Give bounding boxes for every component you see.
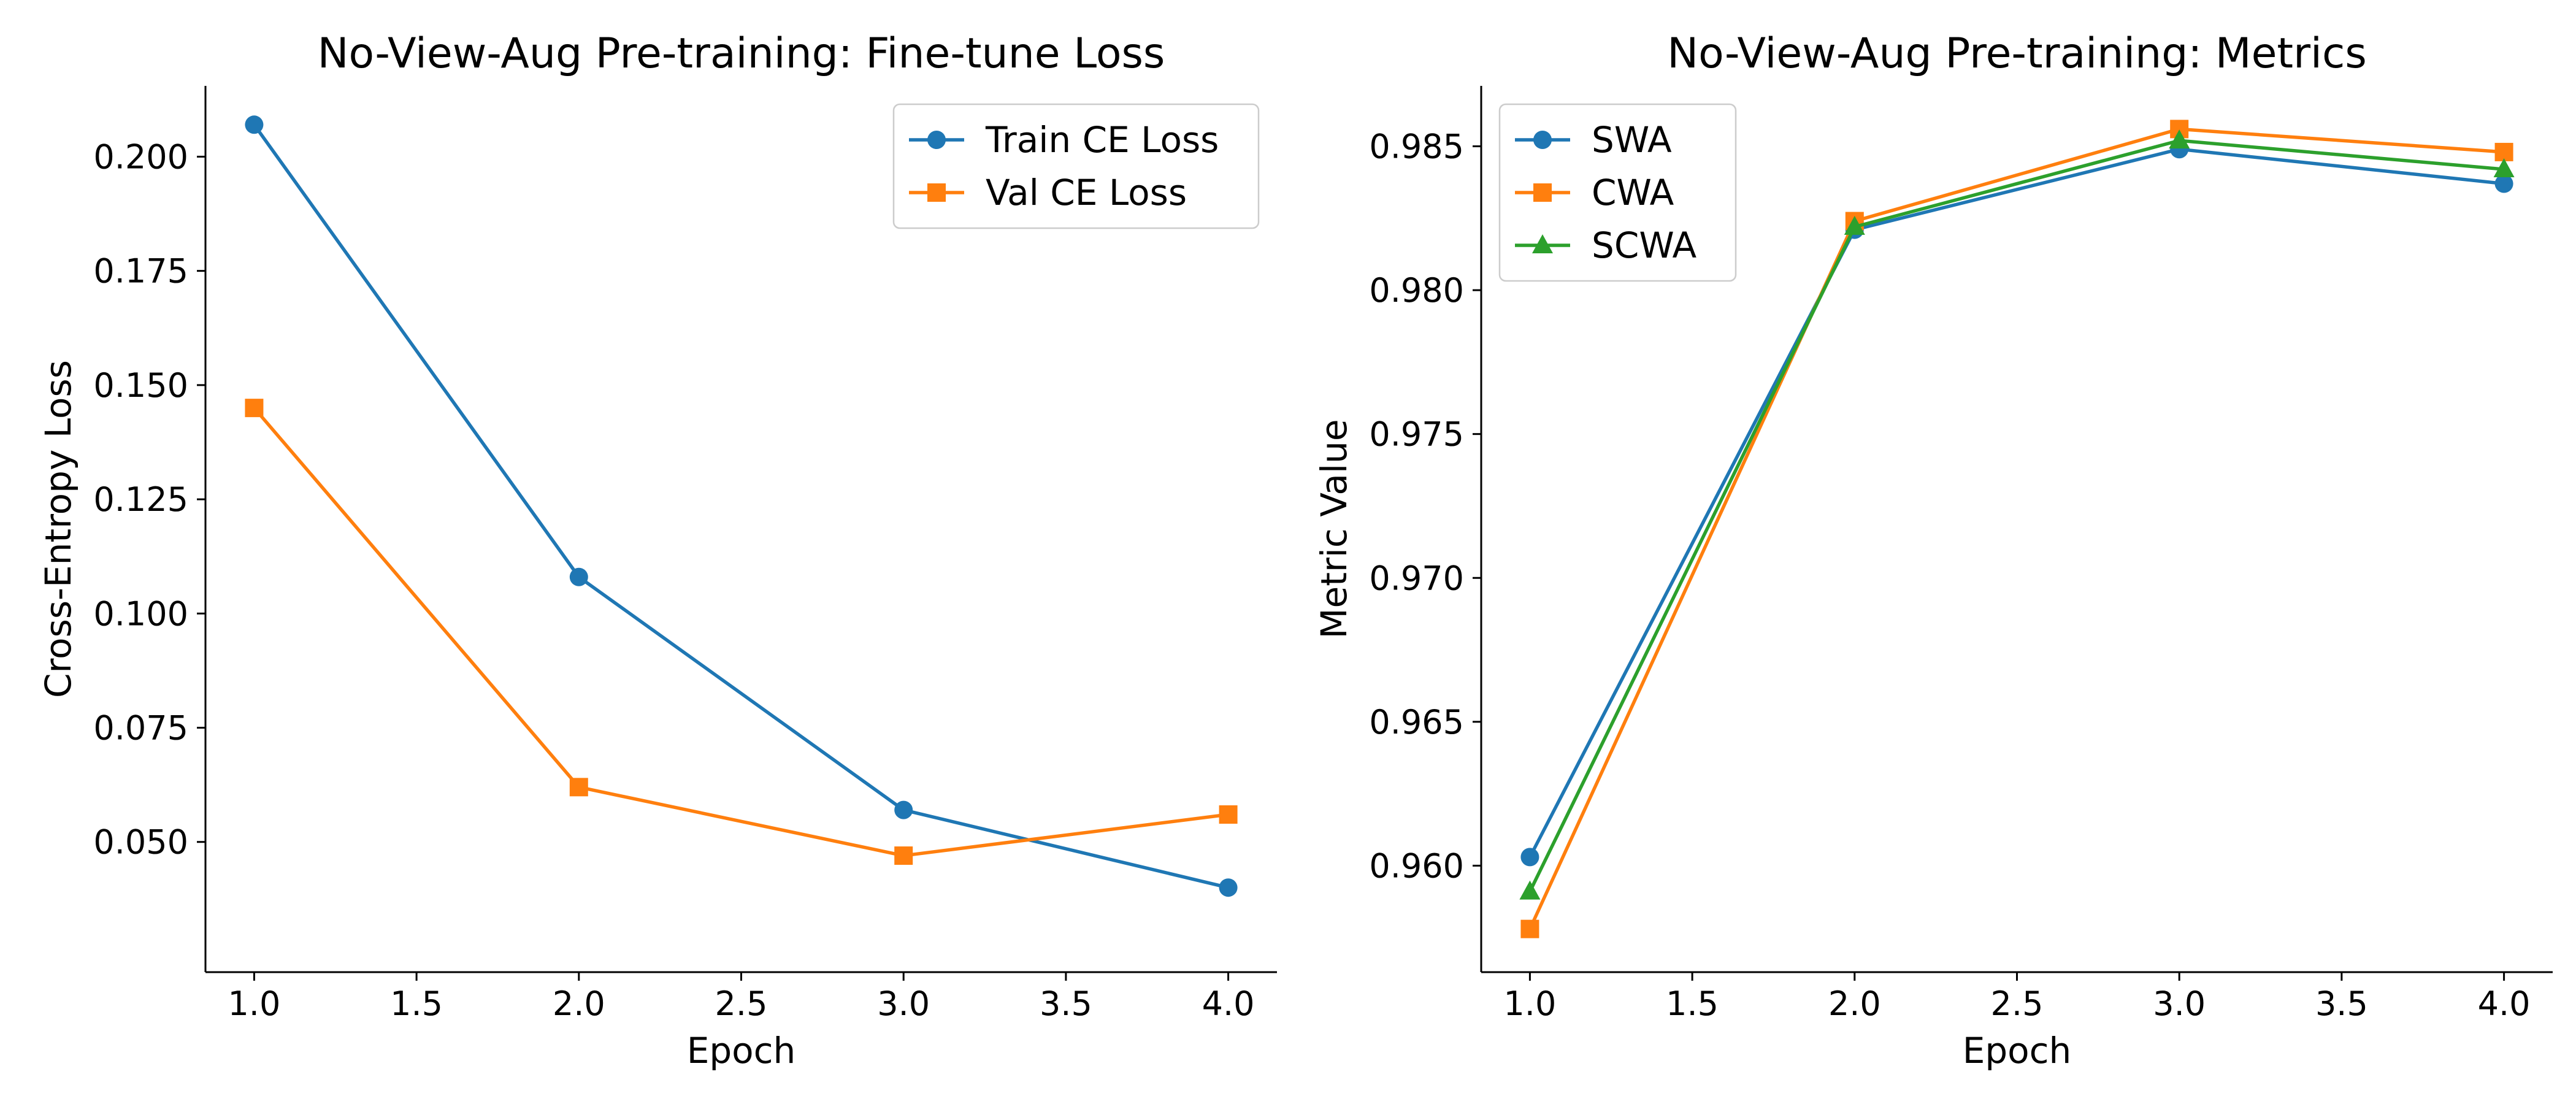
data-point <box>245 115 264 134</box>
legend-marker <box>1533 131 1552 149</box>
x-tick-label: 2.5 <box>1991 984 2044 1023</box>
data-point <box>1844 215 1865 235</box>
y-axis-label: Cross-Entropy Loss <box>37 360 79 698</box>
chart-title: No-View-Aug Pre-training: Metrics <box>1667 29 2367 78</box>
x-tick-label: 2.5 <box>715 984 768 1023</box>
data-point <box>2494 142 2513 161</box>
y-tick-label: 0.985 <box>1369 128 1464 166</box>
x-tick-label: 1.0 <box>1503 984 1556 1023</box>
y-tick-label: 0.200 <box>93 137 188 176</box>
legend-marker <box>1533 183 1552 202</box>
legend-label: SWA <box>1592 119 1672 161</box>
chart-title: No-View-Aug Pre-training: Fine-tune Loss <box>318 29 1165 78</box>
x-tick-label: 4.0 <box>1202 984 1255 1023</box>
x-tick-label: 2.0 <box>553 984 605 1023</box>
series-line <box>253 407 1229 857</box>
series-line <box>1528 147 2504 858</box>
y-axis-label: Metric Value <box>1313 419 1355 638</box>
y-tick-label: 0.980 <box>1369 271 1464 310</box>
legend-box <box>892 103 1260 229</box>
series-line <box>1528 127 2504 930</box>
data-point <box>1519 880 1541 900</box>
x-tick-label: 3.0 <box>2153 984 2206 1023</box>
data-point <box>2493 158 2515 178</box>
legend-label: Val CE Loss <box>986 172 1187 213</box>
loss-chart-panel: No-View-Aug Pre-training: Fine-tune Loss… <box>37 29 1277 1071</box>
y-tick-label: 0.125 <box>93 480 188 519</box>
y-tick-label: 0.975 <box>1369 415 1464 454</box>
data-point <box>894 846 913 865</box>
y-tick-label: 0.050 <box>93 823 188 862</box>
legend-box <box>1498 103 1737 282</box>
x-tick-label: 1.5 <box>390 984 443 1023</box>
series-line <box>253 123 1229 889</box>
series-line <box>1528 139 2504 892</box>
legend-marker <box>927 183 946 202</box>
legend-label: SCWA <box>1592 224 1696 266</box>
x-tick-label: 3.5 <box>1040 984 1092 1023</box>
y-tick-label: 0.960 <box>1369 846 1464 885</box>
data-point <box>1219 878 1238 897</box>
legend-marker <box>927 131 946 149</box>
data-point <box>894 800 913 819</box>
y-tick-label: 0.150 <box>93 366 188 405</box>
y-tick-label: 0.075 <box>93 709 188 748</box>
legend-marker <box>1532 234 1553 253</box>
x-tick-label: 4.0 <box>2478 984 2531 1023</box>
data-point <box>1520 919 1539 938</box>
x-tick-label: 2.0 <box>1828 984 1881 1023</box>
data-point <box>2494 174 2513 193</box>
legend-label: CWA <box>1592 172 1674 213</box>
x-tick-label: 3.0 <box>877 984 930 1023</box>
data-point <box>1520 848 1539 867</box>
x-tick-label: 3.5 <box>2315 984 2368 1023</box>
y-tick-label: 0.970 <box>1369 559 1464 597</box>
y-tick-label: 0.100 <box>93 594 188 633</box>
data-point <box>569 567 588 586</box>
x-axis-label: Epoch <box>687 1030 796 1071</box>
x-tick-label: 1.0 <box>228 984 280 1023</box>
metrics-chart-panel: No-View-Aug Pre-training: Metrics 1.0 1.5 2… <box>1313 29 2553 1071</box>
x-axis-label: Epoch <box>1963 1030 2072 1071</box>
y-tick-label: 0.965 <box>1369 703 1464 742</box>
data-point <box>2169 129 2190 149</box>
x-tick-label: 1.5 <box>1666 984 1719 1023</box>
y-tick-label: 0.175 <box>93 252 188 291</box>
data-point <box>245 399 264 418</box>
data-point <box>1219 805 1238 824</box>
legend-label: Train CE Loss <box>985 119 1219 161</box>
data-point <box>569 778 588 797</box>
